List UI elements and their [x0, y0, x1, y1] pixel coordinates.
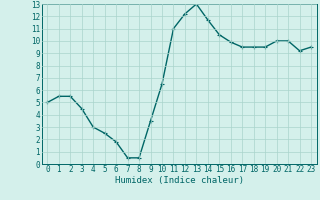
X-axis label: Humidex (Indice chaleur): Humidex (Indice chaleur): [115, 176, 244, 185]
